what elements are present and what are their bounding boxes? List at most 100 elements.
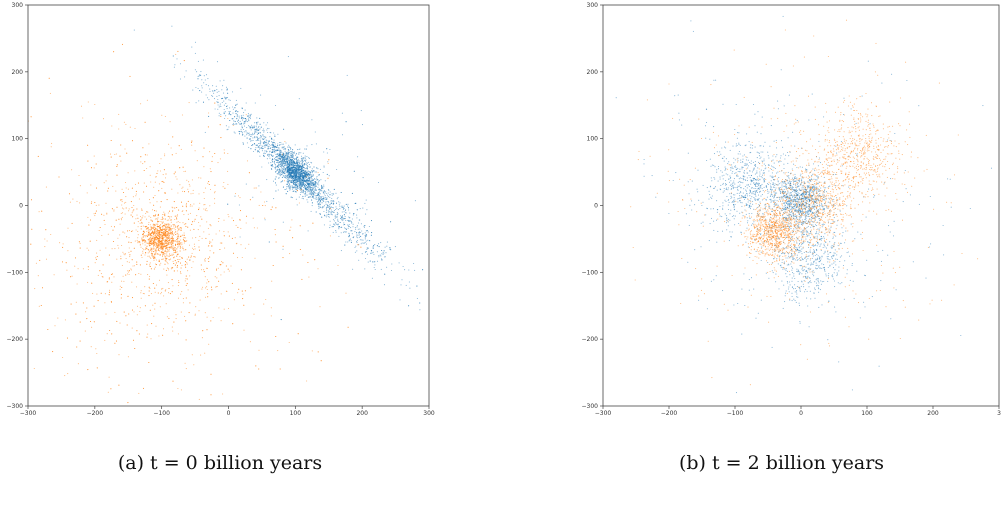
scatter-point [304, 155, 306, 157]
scatter-point [150, 181, 152, 183]
scatter-point [129, 256, 131, 258]
scatter-point [311, 172, 313, 174]
scatter-point [370, 220, 373, 222]
scatter-point [324, 195, 326, 197]
scatter-point [283, 164, 286, 166]
scatter-point [182, 302, 184, 304]
scatter-point [283, 154, 285, 157]
scatter-point [288, 180, 290, 182]
scatter-point [290, 174, 292, 176]
scatter-point [147, 255, 149, 257]
scatter-point [194, 314, 196, 316]
scatter-point [294, 164, 296, 166]
scatter-point [224, 117, 226, 120]
scatter-point [75, 301, 77, 303]
scatter-point [138, 198, 140, 200]
scatter-point [287, 170, 289, 172]
scatter-point [338, 201, 340, 203]
scatter-point [195, 306, 197, 308]
scatter-point [167, 282, 169, 284]
scatter-point [266, 140, 268, 142]
scatter-point [214, 276, 216, 278]
scatter-point [378, 254, 380, 257]
scatter-point [66, 269, 68, 271]
scatter-point [358, 219, 360, 221]
scatter-point [326, 206, 328, 208]
scatter-point [286, 156, 288, 158]
scatter-point [356, 225, 358, 227]
scatter-point [356, 214, 358, 216]
scatter-point [150, 293, 152, 295]
scatter-point [304, 157, 306, 160]
scatter-point [264, 141, 266, 143]
scatter-point [228, 216, 230, 218]
scatter-point [228, 113, 230, 115]
scatter-point [256, 136, 258, 138]
scatter-point [154, 248, 156, 250]
scatter-point [121, 201, 123, 203]
scatter-point [257, 139, 259, 141]
scatter-point [399, 299, 401, 301]
scatter-point [259, 139, 261, 141]
scatter-point [137, 234, 139, 236]
scatter-point [289, 188, 291, 190]
scatter-point [167, 267, 169, 270]
scatter-point [291, 177, 294, 179]
scatter-point [353, 170, 355, 172]
scatter-point [255, 147, 257, 149]
scatter-point [4, 299, 5, 300]
scatter-point [225, 98, 227, 100]
scatter-point [366, 230, 368, 232]
scatter-point [404, 269, 406, 271]
scatter-point [160, 224, 162, 226]
scatter-point [284, 170, 286, 172]
scatter-point [230, 265, 232, 267]
scatter-point [227, 152, 229, 155]
scatter-point [343, 218, 345, 220]
scatter-point [309, 173, 311, 175]
scatter-point [192, 189, 194, 191]
scatter-point [356, 242, 358, 244]
scatter-point [275, 150, 277, 152]
scatter-point [14, 329, 15, 330]
scatter-point [295, 186, 298, 188]
scatter-point [317, 191, 319, 194]
scatter-point [162, 180, 164, 182]
scatter-point [294, 179, 296, 182]
scatter-point [128, 210, 130, 212]
scatter-point [338, 226, 340, 228]
scatter-point [274, 178, 276, 180]
scatter-point [389, 247, 391, 249]
scatter-point [300, 187, 302, 189]
scatter-point [270, 165, 272, 167]
scatter-point [178, 229, 180, 231]
scatter-point [76, 283, 78, 285]
scatter-point [285, 152, 287, 154]
scatter-point [171, 253, 173, 255]
scatter-point [155, 176, 157, 178]
scatter-point [318, 206, 320, 208]
scatter-point [313, 190, 315, 192]
scatter-point [297, 184, 299, 186]
scatter-point [205, 84, 207, 86]
scatter-point [276, 173, 278, 175]
scatter-point [258, 139, 260, 141]
scatter-point [199, 235, 201, 237]
scatter-point [365, 213, 367, 215]
scatter-point [304, 171, 306, 173]
scatter-point [326, 214, 328, 216]
scatter-point [330, 202, 332, 204]
scatter-point [257, 139, 259, 142]
scatter-point [259, 142, 262, 145]
scatter-point [179, 221, 181, 224]
scatter-point [306, 178, 308, 180]
scatter-point [197, 75, 199, 78]
scatter-point [253, 129, 256, 131]
scatter-point [283, 155, 285, 157]
scatter-point [169, 235, 171, 237]
scatter-point [302, 198, 305, 200]
scatter-point [298, 148, 300, 151]
scatter-point [194, 256, 196, 258]
scatter-point [179, 243, 181, 245]
scatter-point [402, 265, 404, 268]
